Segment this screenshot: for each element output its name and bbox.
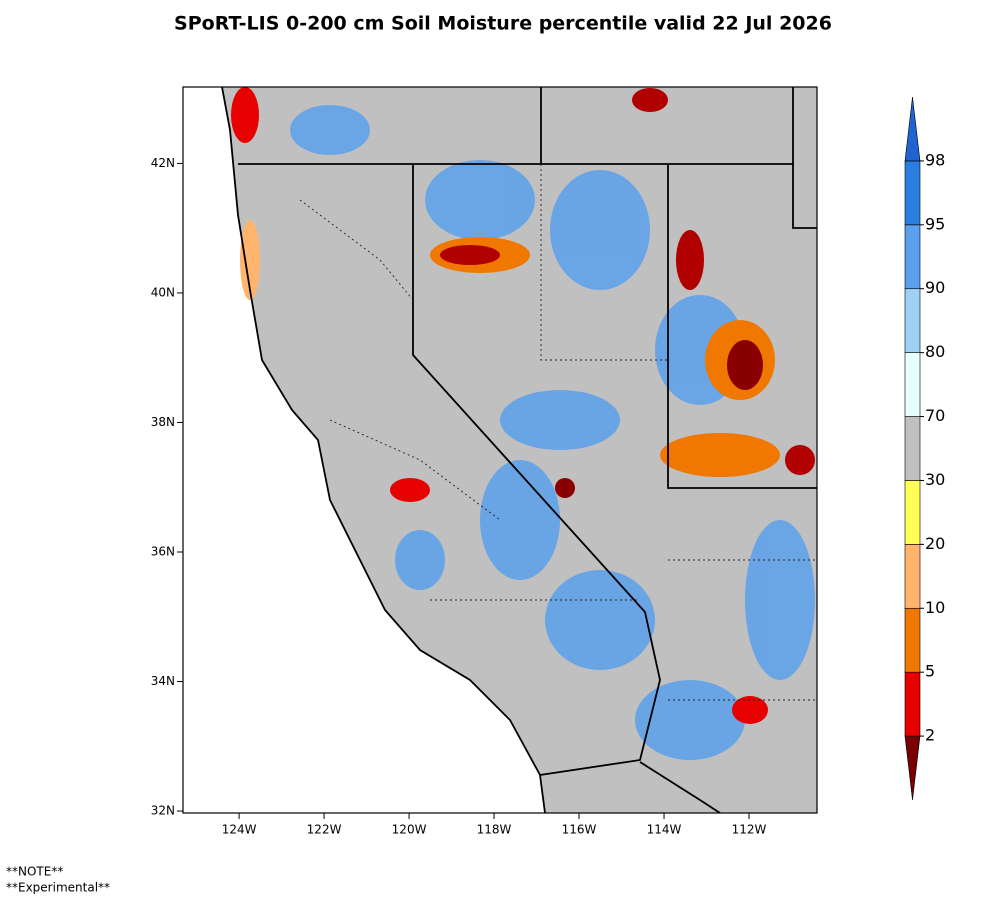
colorbar-label: 80: [925, 342, 945, 361]
lat-label: 34N: [151, 674, 175, 688]
colorbar-label: 98: [925, 150, 945, 169]
ticks: 42N 40N 38N 36N 34N 32N 124W 122W 120W 118W 116W 11…: [151, 156, 767, 837]
lon-label: 112W: [732, 823, 767, 837]
colorbar-segment: [904, 352, 921, 417]
note: **Experimental**: [6, 881, 110, 895]
moisture-wet: [290, 105, 815, 760]
moisture-dry: [231, 87, 815, 724]
colorbar-segment: [904, 735, 921, 801]
colorbar-label: 10: [925, 598, 945, 617]
colorbar: 2 5 10 20 30 70 80 90 95 98: [904, 96, 945, 801]
colorbar-label: 30: [925, 470, 945, 489]
boundaries: [221, 86, 817, 814]
colorbar-segment: [904, 288, 921, 353]
lon-label: 114W: [647, 823, 682, 837]
lon-label: 122W: [307, 823, 342, 837]
map: [182, 86, 818, 814]
colorbar-segment: [904, 160, 921, 226]
lon-label: 120W: [392, 823, 427, 837]
colorbar-label: 90: [925, 278, 945, 297]
lon-label: 124W: [222, 823, 257, 837]
colorbar-label: 70: [925, 406, 945, 425]
colorbar-label: 95: [925, 214, 945, 233]
colorbar-label: 5: [925, 662, 935, 681]
colorbar-segment: [904, 416, 921, 481]
colorbar-label: 20: [925, 534, 945, 553]
note: **NOTE**: [6, 865, 63, 879]
colorbar-segment: [904, 671, 921, 737]
lat-label: 38N: [151, 415, 175, 429]
colorbar-segment: [904, 96, 921, 162]
title: SPoRT-LIS 0-200 cm Soil Moisture percent…: [174, 13, 832, 35]
lon-label: 118W: [477, 823, 512, 837]
lat-label: 32N: [151, 804, 175, 818]
colorbar-segment: [904, 480, 921, 545]
colorbar-segment: [904, 607, 921, 673]
colorbar-segment: [904, 544, 921, 609]
lat-label: 40N: [151, 285, 175, 299]
colorbar-label: 2: [925, 726, 935, 745]
lon-label: 116W: [562, 823, 597, 837]
lat-label: 36N: [151, 545, 175, 559]
lat-label: 42N: [151, 156, 175, 170]
map-frame: [182, 86, 818, 814]
colorbar-segment: [904, 224, 921, 290]
